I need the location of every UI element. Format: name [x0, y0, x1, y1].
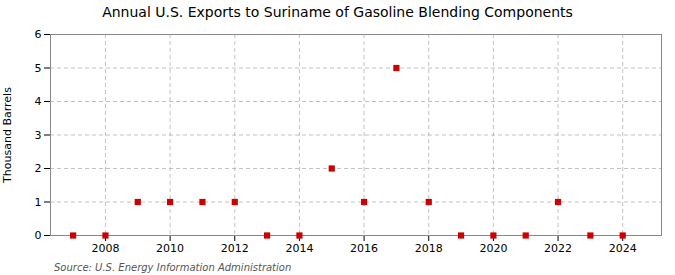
svg-text:2: 2: [35, 162, 42, 175]
svg-text:1: 1: [35, 196, 42, 209]
svg-text:2020: 2020: [479, 242, 507, 255]
svg-text:2024: 2024: [609, 242, 637, 255]
svg-text:5: 5: [35, 62, 42, 75]
html-text:Source: U.S. Energy Informatio: Source: U.S. Energy Information Administ…: [54, 262, 292, 273]
svg-text:2014: 2014: [285, 242, 313, 255]
svg-text:2016: 2016: [350, 242, 378, 255]
svg-text:2012: 2012: [221, 242, 249, 255]
svg-text:0: 0: [35, 229, 42, 242]
svg-text:3: 3: [35, 129, 42, 142]
svg-text:2022: 2022: [544, 242, 572, 255]
svg-text:2010: 2010: [156, 242, 184, 255]
svg-text:2008: 2008: [91, 242, 119, 255]
svg-text:6: 6: [35, 28, 42, 41]
svg-text:Thousand Barrels: Thousand Barrels: [1, 87, 14, 184]
svg-text:2018: 2018: [415, 242, 443, 255]
html-text:Annual U.S. Exports to Surinam: Annual U.S. Exports to Suriname of Gasol…: [102, 4, 573, 20]
svg-text:4: 4: [35, 95, 42, 108]
